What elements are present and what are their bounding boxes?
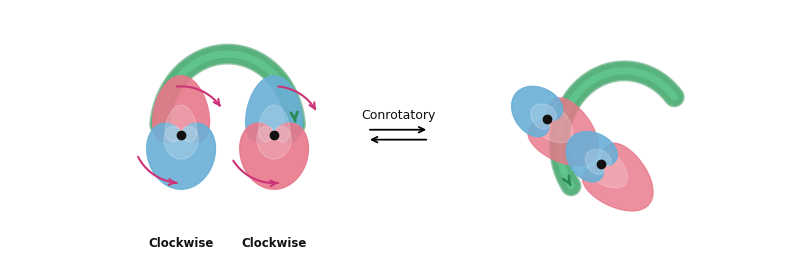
Polygon shape	[528, 98, 598, 166]
Polygon shape	[534, 105, 573, 143]
Text: Clockwise: Clockwise	[242, 237, 307, 250]
Polygon shape	[164, 126, 198, 159]
Polygon shape	[512, 86, 562, 137]
Polygon shape	[152, 76, 209, 142]
Polygon shape	[582, 143, 653, 211]
Polygon shape	[147, 123, 216, 189]
Text: Conrotatory: Conrotatory	[361, 109, 435, 122]
Text: Clockwise: Clockwise	[149, 237, 214, 250]
Polygon shape	[257, 126, 292, 159]
Polygon shape	[258, 105, 290, 142]
Polygon shape	[531, 104, 556, 129]
Polygon shape	[585, 149, 611, 174]
Polygon shape	[246, 76, 303, 142]
Polygon shape	[566, 132, 617, 182]
Polygon shape	[239, 123, 308, 189]
Polygon shape	[165, 105, 197, 142]
Polygon shape	[589, 151, 627, 188]
